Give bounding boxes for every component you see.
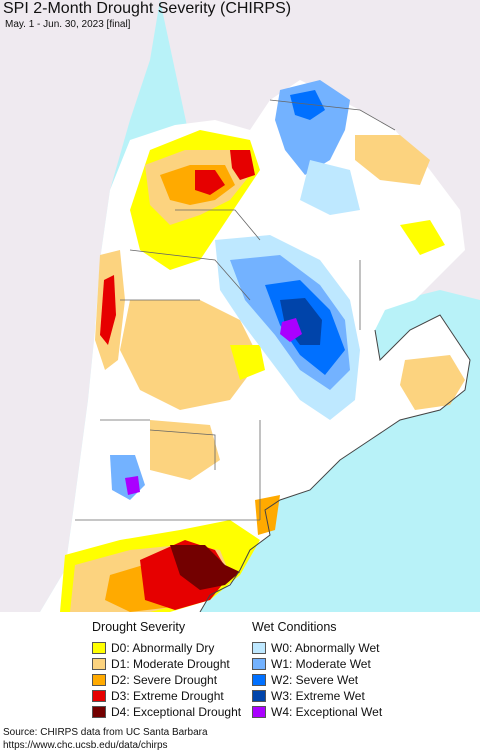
legend-label-d1: D1: Moderate Drought: [111, 657, 230, 671]
swatch-w3: [252, 690, 266, 702]
map-canvas: [0, 0, 480, 612]
swatch-w2: [252, 674, 266, 686]
outside-land-west: [0, 0, 160, 612]
map-date-range: May. 1 - Jun. 30, 2023 [final]: [5, 19, 131, 30]
legend-label-d3: D3: Extreme Drought: [111, 689, 224, 703]
legend-label-w4: W4: Exceptional Wet: [271, 705, 383, 719]
map-title: SPI 2-Month Drought Severity (CHIRPS): [3, 0, 292, 17]
legend-item-d1: D1: Moderate Drought: [92, 656, 241, 672]
swatch-d1: [92, 658, 106, 670]
swatch-d2: [92, 674, 106, 686]
swatch-w0: [252, 642, 266, 654]
legend-drought: Drought Severity D0: Abnormally Dry D1: …: [92, 620, 241, 720]
legend-label-w0: W0: Abnormally Wet: [271, 641, 380, 655]
legend-label-d2: D2: Severe Drought: [111, 673, 218, 687]
legend-drought-title: Drought Severity: [92, 620, 186, 634]
legend-wet-title: Wet Conditions: [252, 620, 337, 634]
swatch-w1: [252, 658, 266, 670]
legend-item-d3: D3: Extreme Drought: [92, 688, 241, 704]
legend-label-w2: W2: Severe Wet: [271, 673, 359, 687]
source-url: https://www.chc.ucsb.edu/data/chirps: [3, 740, 168, 751]
legend-label-w3: W3: Extreme Wet: [271, 689, 365, 703]
swatch-w4: [252, 706, 266, 718]
swatch-d0: [92, 642, 106, 654]
legend-label-d4: D4: Exceptional Drought: [111, 705, 242, 719]
legend-item-w4: W4: Exceptional Wet: [252, 704, 382, 720]
legend-item-d0: D0: Abnormally Dry: [92, 640, 241, 656]
legend-item-w2: W2: Severe Wet: [252, 672, 382, 688]
legend-label-w1: W1: Moderate Wet: [271, 657, 371, 671]
legend: Drought Severity D0: Abnormally Dry D1: …: [0, 612, 480, 722]
source-credit: Source: CHIRPS data from UC Santa Barbar…: [3, 726, 208, 752]
condition-patches: [60, 80, 465, 612]
legend-item-w3: W3: Extreme Wet: [252, 688, 382, 704]
legend-item-d2: D2: Severe Drought: [92, 672, 241, 688]
legend-item-d4: D4: Exceptional Drought: [92, 704, 241, 720]
swatch-d3: [92, 690, 106, 702]
legend-label-d0: D0: Abnormally Dry: [111, 641, 215, 655]
coastline: [199, 314, 471, 612]
legend-wet: Wet Conditions W0: Abnormally Wet W1: Mo…: [252, 620, 382, 720]
source-line: Source: CHIRPS data from UC Santa Barbar…: [3, 727, 208, 738]
legend-item-w1: W1: Moderate Wet: [252, 656, 382, 672]
drought-map: SPI 2-Month Drought Severity (CHIRPS) Ma…: [0, 0, 480, 612]
legend-item-w0: W0: Abnormally Wet: [252, 640, 382, 656]
province-borders: [75, 99, 396, 521]
swatch-d4: [92, 706, 106, 718]
